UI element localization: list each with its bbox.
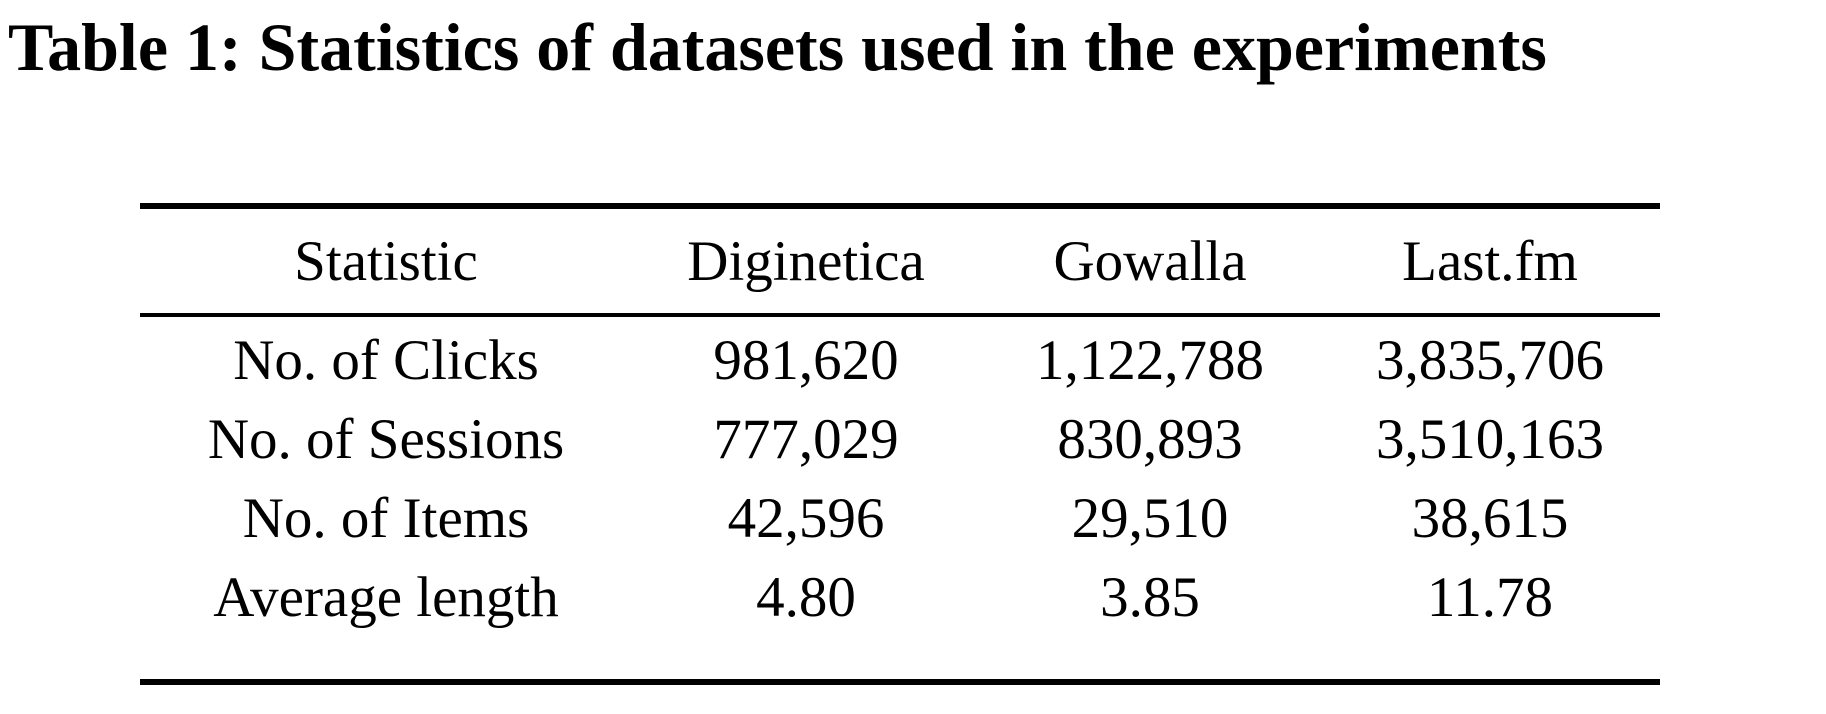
cell-sessions-diginetica: 777,029 (713, 408, 899, 471)
table-caption: Table 1: Statistics of datasets used in … (8, 9, 1547, 85)
table-row-average-length: Average length 4.80 3.85 11.78 (140, 558, 1660, 682)
column-header-diginetica: Diginetica (632, 206, 980, 317)
column-header-statistic: Statistic (140, 206, 632, 317)
table-row-sessions: No. of Sessions 777,029 830,893 3,510,16… (140, 400, 1660, 479)
table-row-items: No. of Items 42,596 29,510 38,615 (140, 479, 1660, 558)
header-row: Statistic Diginetica Gowalla Last.fm (140, 206, 1660, 317)
column-header-gowalla: Gowalla (980, 206, 1320, 317)
row-label-clicks: No. of Clicks (233, 329, 539, 392)
cell-clicks-lastfm: 3,835,706 (1376, 329, 1604, 392)
cell-clicks-diginetica: 981,620 (713, 329, 899, 392)
table-row-clicks: No. of Clicks 981,620 1,122,788 3,835,70… (140, 315, 1660, 400)
cell-average-length-diginetica: 4.80 (756, 566, 856, 629)
cell-average-length-lastfm: 11.78 (1426, 566, 1554, 629)
statistics-table: Statistic Diginetica Gowalla Last.fm No.… (140, 203, 1660, 685)
row-label-items: No. of Items (242, 487, 530, 550)
cell-items-lastfm: 38,615 (1411, 487, 1569, 550)
cell-items-gowalla: 29,510 (1071, 487, 1229, 550)
column-header-lastfm: Last.fm (1320, 206, 1660, 317)
cell-sessions-lastfm: 3,510,163 (1376, 408, 1604, 471)
cell-sessions-gowalla: 830,893 (1057, 408, 1243, 471)
row-label-sessions: No. of Sessions (207, 408, 565, 471)
row-label-average-length: Average length (213, 566, 559, 629)
cell-clicks-gowalla: 1,122,788 (1036, 329, 1264, 392)
cell-items-diginetica: 42,596 (727, 487, 885, 550)
cell-average-length-gowalla: 3.85 (1100, 566, 1200, 629)
